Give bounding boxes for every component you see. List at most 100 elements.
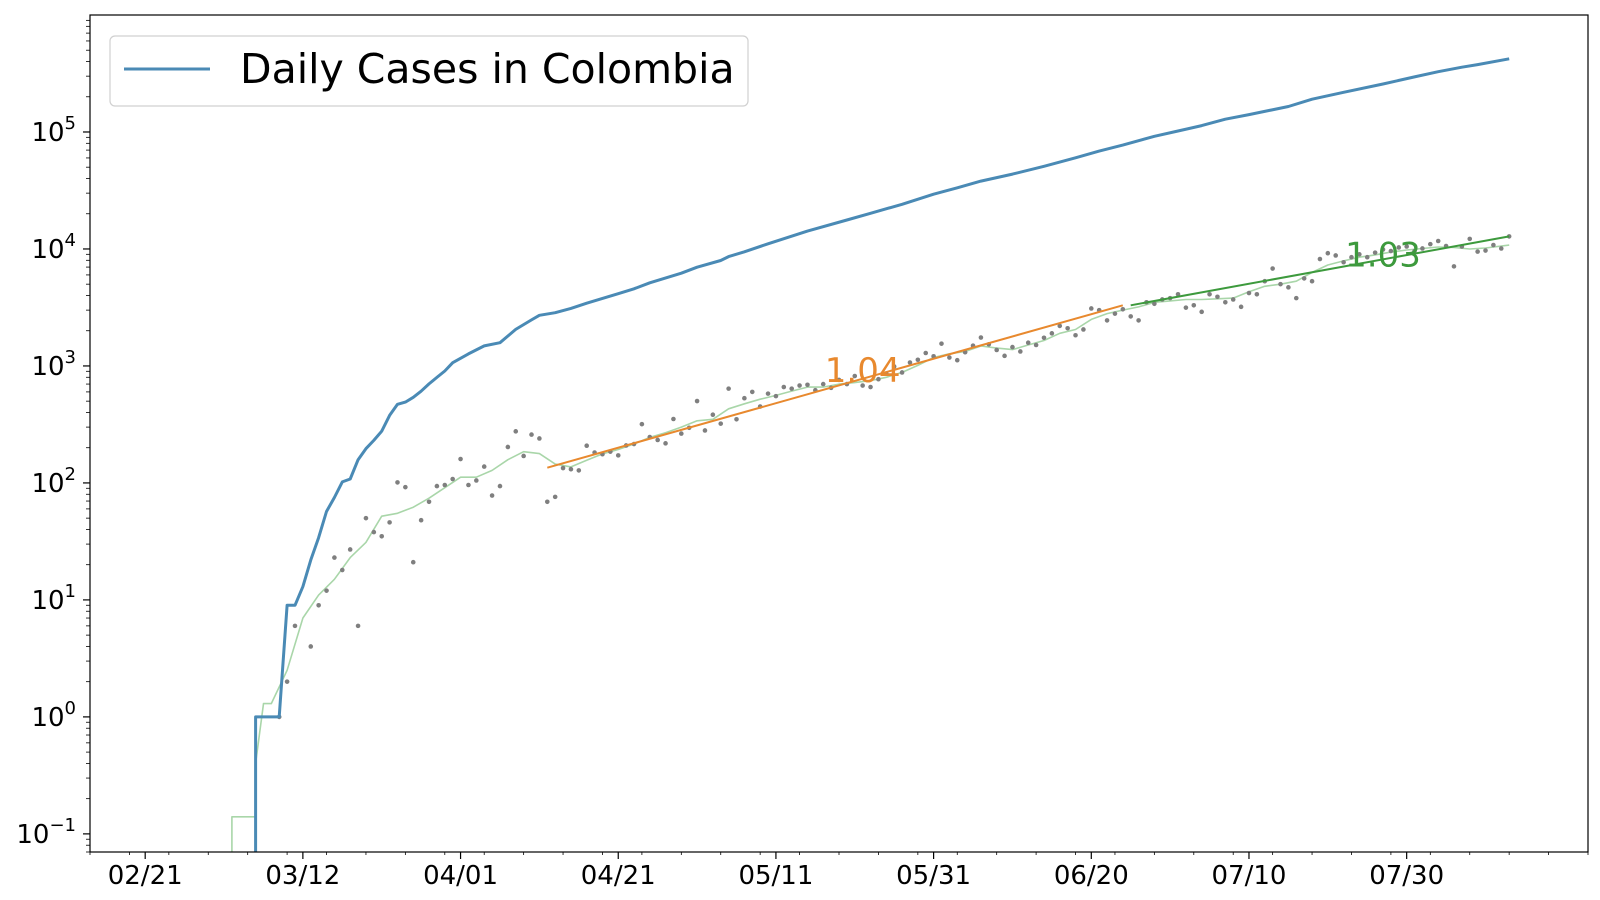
- daily-point: [1357, 252, 1362, 257]
- daily-point: [639, 421, 645, 427]
- daily-point: [1380, 247, 1386, 252]
- daily-point: [1467, 236, 1473, 242]
- legend: Daily Cases in Colombia: [109, 35, 749, 107]
- daily-point: [773, 393, 779, 399]
- daily-point: [820, 381, 826, 387]
- daily-point: [939, 341, 944, 346]
- daily-point: [1333, 253, 1339, 258]
- daily-point: [324, 588, 329, 593]
- daily-point: [1088, 306, 1094, 311]
- daily-point: [395, 480, 400, 485]
- daily-point: [363, 515, 369, 521]
- daily-point: [537, 436, 542, 441]
- y-tick-label: 10−1: [16, 815, 76, 850]
- x-tick-label: 04/01: [423, 861, 498, 891]
- daily-point: [1246, 290, 1252, 296]
- y-axis: 10−1 100 101 102 103 104 105: [16, 19, 90, 853]
- daily-point: [1081, 327, 1086, 332]
- y-tick-label: 100: [31, 698, 76, 733]
- daily-point: [1278, 281, 1283, 287]
- daily-point: [1491, 242, 1496, 248]
- daily-point: [1223, 300, 1228, 305]
- daily-point: [1420, 246, 1425, 251]
- daily-point: [481, 464, 487, 469]
- x-axis: 02/21 03/12 04/01 04/21 05/11 05/31 06/20 07/10…: [89, 852, 1589, 891]
- daily-point: [742, 395, 747, 401]
- daily-point: [1483, 248, 1488, 253]
- daily-point: [1325, 250, 1331, 256]
- daily-point: [1230, 297, 1236, 302]
- daily-point: [450, 476, 455, 482]
- daily-point: [679, 431, 684, 436]
- daily-point: [789, 386, 794, 391]
- daily-point: [1396, 245, 1402, 250]
- daily-point: [1136, 318, 1141, 323]
- y-tick-label: 104: [31, 230, 76, 265]
- daily-point: [1270, 266, 1275, 271]
- daily-point: [1341, 259, 1346, 265]
- daily-point: [513, 429, 519, 434]
- x-tick-label: 03/12: [265, 861, 340, 891]
- daily-point: [1238, 304, 1244, 310]
- daily-point: [1057, 323, 1063, 329]
- daily-point: [1104, 318, 1110, 323]
- growth-rate-annotation: 1.04: [825, 351, 901, 391]
- daily-point: [1372, 250, 1378, 255]
- daily-point: [1451, 264, 1457, 269]
- fit-line-4: [1130, 235, 1510, 307]
- daily-point: [1033, 342, 1039, 348]
- x-tick-label: 05/31: [896, 861, 971, 891]
- daily-point: [529, 432, 534, 437]
- daily-point: [1175, 291, 1181, 297]
- cumulative-line-0: [254, 57, 1510, 852]
- daily-point: [355, 623, 361, 629]
- daily-point: [1002, 353, 1007, 359]
- daily-point: [474, 478, 479, 483]
- daily-point: [584, 443, 590, 449]
- daily-point: [702, 428, 708, 433]
- daily-point: [1010, 344, 1015, 350]
- daily-point: [521, 453, 526, 459]
- daily-point: [1065, 325, 1070, 331]
- daily-point: [1404, 244, 1409, 249]
- daily-point: [1152, 301, 1157, 307]
- daily-point: [505, 444, 511, 450]
- daily-point: [332, 555, 337, 560]
- daily-point: [379, 533, 385, 539]
- daily-point: [316, 602, 321, 608]
- daily-point: [663, 441, 668, 446]
- daily-point: [1428, 241, 1433, 247]
- daily-point: [1049, 331, 1055, 336]
- daily-point: [568, 466, 574, 472]
- legend-label: Daily Cases in Colombia: [240, 45, 735, 93]
- daily-point: [1018, 349, 1023, 354]
- daily-point: [694, 398, 700, 404]
- daily-point: [1215, 294, 1220, 300]
- daily-point: [1317, 256, 1323, 262]
- daily-point: [718, 421, 724, 426]
- daily-point: [1349, 254, 1354, 260]
- daily-point: [836, 377, 842, 383]
- daily-point: [292, 623, 298, 629]
- daily-point: [852, 373, 858, 379]
- daily-point: [655, 437, 660, 443]
- x-tick-label: 05/11: [738, 861, 813, 891]
- daily-point: [458, 456, 463, 462]
- daily-point: [765, 391, 771, 396]
- daily-point: [1364, 254, 1370, 260]
- daily-point: [1191, 302, 1197, 308]
- y-tick-label: 101: [31, 581, 76, 616]
- daily-point: [954, 357, 960, 363]
- daily-point: [434, 483, 440, 489]
- daily-point: [876, 376, 881, 382]
- daily-point: [544, 499, 550, 505]
- daily-point: [347, 547, 353, 552]
- daily-point: [418, 517, 424, 523]
- daily-point: [615, 453, 621, 458]
- x-tick-label: 04/21: [581, 861, 656, 891]
- daily-point: [1254, 291, 1260, 297]
- y-tick-label: 103: [31, 347, 76, 382]
- daily-point: [726, 386, 731, 391]
- daily-point: [978, 335, 984, 340]
- daily-point: [947, 355, 952, 360]
